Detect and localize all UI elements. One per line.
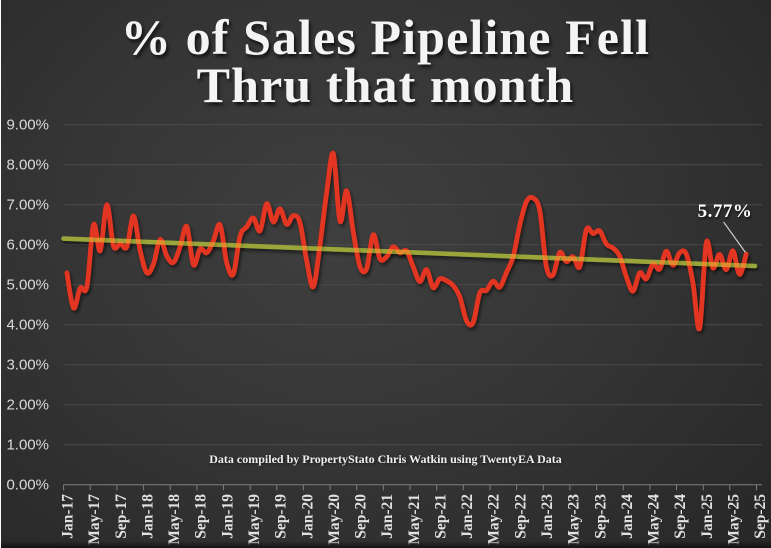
svg-text:Sep-18: Sep-18 (193, 494, 210, 539)
svg-text:May-20: May-20 (326, 494, 343, 545)
svg-text:4.00%: 4.00% (6, 317, 49, 334)
svg-text:3.00%: 3.00% (6, 357, 49, 374)
svg-text:Jan-18: Jan-18 (139, 494, 156, 539)
svg-text:Sep-22: Sep-22 (512, 494, 529, 539)
svg-text:Jan-23: Jan-23 (539, 494, 556, 539)
svg-text:Sep-17: Sep-17 (113, 494, 130, 539)
svg-text:Jan-20: Jan-20 (299, 494, 316, 539)
svg-text:May-22: May-22 (486, 494, 503, 545)
svg-text:Jan-24: Jan-24 (619, 494, 636, 539)
svg-text:2.00%: 2.00% (6, 397, 49, 414)
svg-text:Sep-24: Sep-24 (672, 494, 689, 539)
svg-text:May-19: May-19 (246, 494, 263, 545)
svg-text:Jan-19: Jan-19 (219, 494, 236, 539)
svg-text:9.00%: 9.00% (6, 117, 49, 134)
svg-text:1.00%: 1.00% (6, 437, 49, 454)
svg-text:8.00%: 8.00% (6, 157, 49, 174)
svg-text:Sep-23: Sep-23 (592, 494, 609, 539)
svg-text:Jan-25: Jan-25 (699, 494, 716, 539)
svg-text:Jan-17: Jan-17 (59, 494, 76, 539)
svg-text:May-17: May-17 (86, 494, 103, 545)
svg-text:May-24: May-24 (646, 494, 663, 545)
svg-text:0.00%: 0.00% (6, 477, 49, 494)
svg-text:Sep-25: Sep-25 (752, 494, 769, 539)
svg-text:5.00%: 5.00% (6, 277, 49, 294)
svg-text:6.00%: 6.00% (6, 237, 49, 254)
svg-text:May-21: May-21 (406, 494, 423, 545)
svg-text:Jan-21: Jan-21 (379, 494, 396, 539)
svg-text:7.00%: 7.00% (6, 197, 49, 214)
svg-text:Jan-22: Jan-22 (459, 494, 476, 539)
svg-text:May-25: May-25 (725, 494, 742, 545)
svg-text:May-18: May-18 (166, 494, 183, 545)
svg-text:Sep-21: Sep-21 (432, 494, 449, 539)
svg-text:Sep-20: Sep-20 (352, 494, 369, 539)
svg-text:Sep-19: Sep-19 (273, 494, 290, 539)
svg-text:May-23: May-23 (566, 494, 583, 545)
